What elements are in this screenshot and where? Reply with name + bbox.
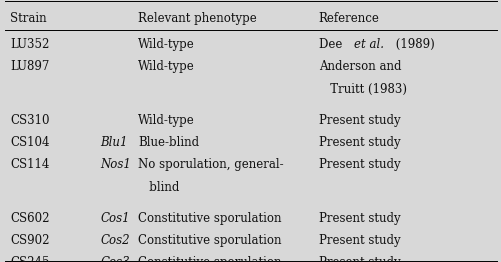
Text: Cos1: Cos1 [100, 212, 130, 225]
Text: (1989): (1989) [392, 38, 434, 51]
Text: Dee: Dee [318, 38, 345, 51]
Text: Cos3: Cos3 [100, 256, 130, 262]
Text: Constitutive sporulation: Constitutive sporulation [138, 234, 281, 247]
Text: LU897: LU897 [10, 60, 49, 73]
Text: Truitt (1983): Truitt (1983) [318, 83, 406, 96]
Text: blind: blind [138, 181, 179, 194]
Text: CS602: CS602 [10, 212, 50, 225]
Text: et al.: et al. [353, 38, 383, 51]
Text: Wild-type: Wild-type [138, 114, 194, 127]
Text: Constitutive sporulation: Constitutive sporulation [138, 212, 281, 225]
Text: Strain: Strain [10, 12, 47, 25]
Text: Wild-type: Wild-type [138, 60, 194, 73]
Text: Relevant phenotype: Relevant phenotype [138, 12, 257, 25]
Text: Present study: Present study [318, 158, 400, 171]
Text: Blue-blind: Blue-blind [138, 136, 199, 149]
Text: CS902: CS902 [10, 234, 50, 247]
Text: Wild-type: Wild-type [138, 38, 194, 51]
Text: No sporulation, general-: No sporulation, general- [138, 158, 283, 171]
Text: Present study: Present study [318, 234, 400, 247]
Text: Present study: Present study [318, 256, 400, 262]
Text: CS114: CS114 [10, 158, 49, 171]
Text: Present study: Present study [318, 136, 400, 149]
Text: CS104: CS104 [10, 136, 50, 149]
Text: Cos2: Cos2 [100, 234, 130, 247]
Text: Reference: Reference [318, 12, 379, 25]
Text: Anderson and: Anderson and [318, 60, 400, 73]
Text: Present study: Present study [318, 114, 400, 127]
Text: Nos1: Nos1 [100, 158, 131, 171]
Text: LU352: LU352 [10, 38, 49, 51]
Text: Present study: Present study [318, 212, 400, 225]
Text: CS310: CS310 [10, 114, 50, 127]
Text: Constitutive sporulation: Constitutive sporulation [138, 256, 281, 262]
Text: CS245: CS245 [10, 256, 50, 262]
Text: Blu1: Blu1 [100, 136, 128, 149]
